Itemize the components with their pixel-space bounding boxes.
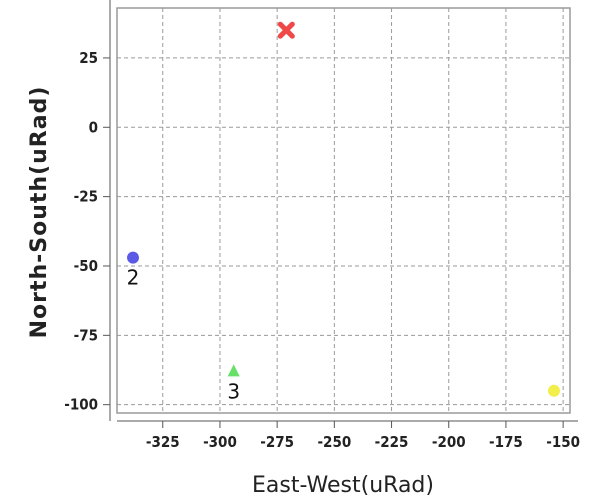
x-axis-title: East-West(uRad) bbox=[252, 473, 434, 498]
x-tick-label: -200 bbox=[432, 433, 466, 451]
x-tick-label: -175 bbox=[489, 433, 523, 451]
x-tick-label: -325 bbox=[146, 433, 180, 451]
data-point bbox=[277, 21, 295, 39]
point-label: 3 bbox=[227, 379, 240, 403]
plot-area bbox=[116, 7, 571, 414]
marker-triangle bbox=[227, 364, 240, 377]
marker-circle bbox=[127, 251, 140, 264]
y-tick-label: -100 bbox=[64, 396, 98, 414]
y-tick-label: 25 bbox=[79, 49, 98, 67]
data-point bbox=[547, 384, 560, 397]
marker-circle bbox=[547, 384, 560, 397]
x-tick-label: -300 bbox=[203, 433, 237, 451]
data-point: 2 bbox=[127, 251, 140, 290]
data-points: 23 bbox=[127, 21, 560, 403]
x-tick-label: -150 bbox=[546, 433, 580, 451]
x-tick-label: -275 bbox=[260, 433, 294, 451]
x-tick-label: -250 bbox=[317, 433, 351, 451]
x-tick-label: -225 bbox=[375, 433, 409, 451]
y-axis: 25 0 -25 -50 -75 -100 bbox=[64, 0, 111, 421]
marker-x bbox=[277, 21, 295, 39]
y-tick-label: -25 bbox=[74, 188, 98, 206]
grid-lines bbox=[117, 8, 570, 413]
data-point: 3 bbox=[227, 364, 240, 403]
y-axis-title: North-South(uRad) bbox=[27, 86, 52, 339]
x-axis: -325 -300 -275 -250 -225 -200 -175 -150 bbox=[117, 420, 580, 451]
y-tick-label: 0 bbox=[89, 118, 98, 136]
point-label: 2 bbox=[127, 266, 140, 290]
y-tick-label: -50 bbox=[74, 257, 98, 275]
y-tick-label: -75 bbox=[74, 326, 98, 344]
